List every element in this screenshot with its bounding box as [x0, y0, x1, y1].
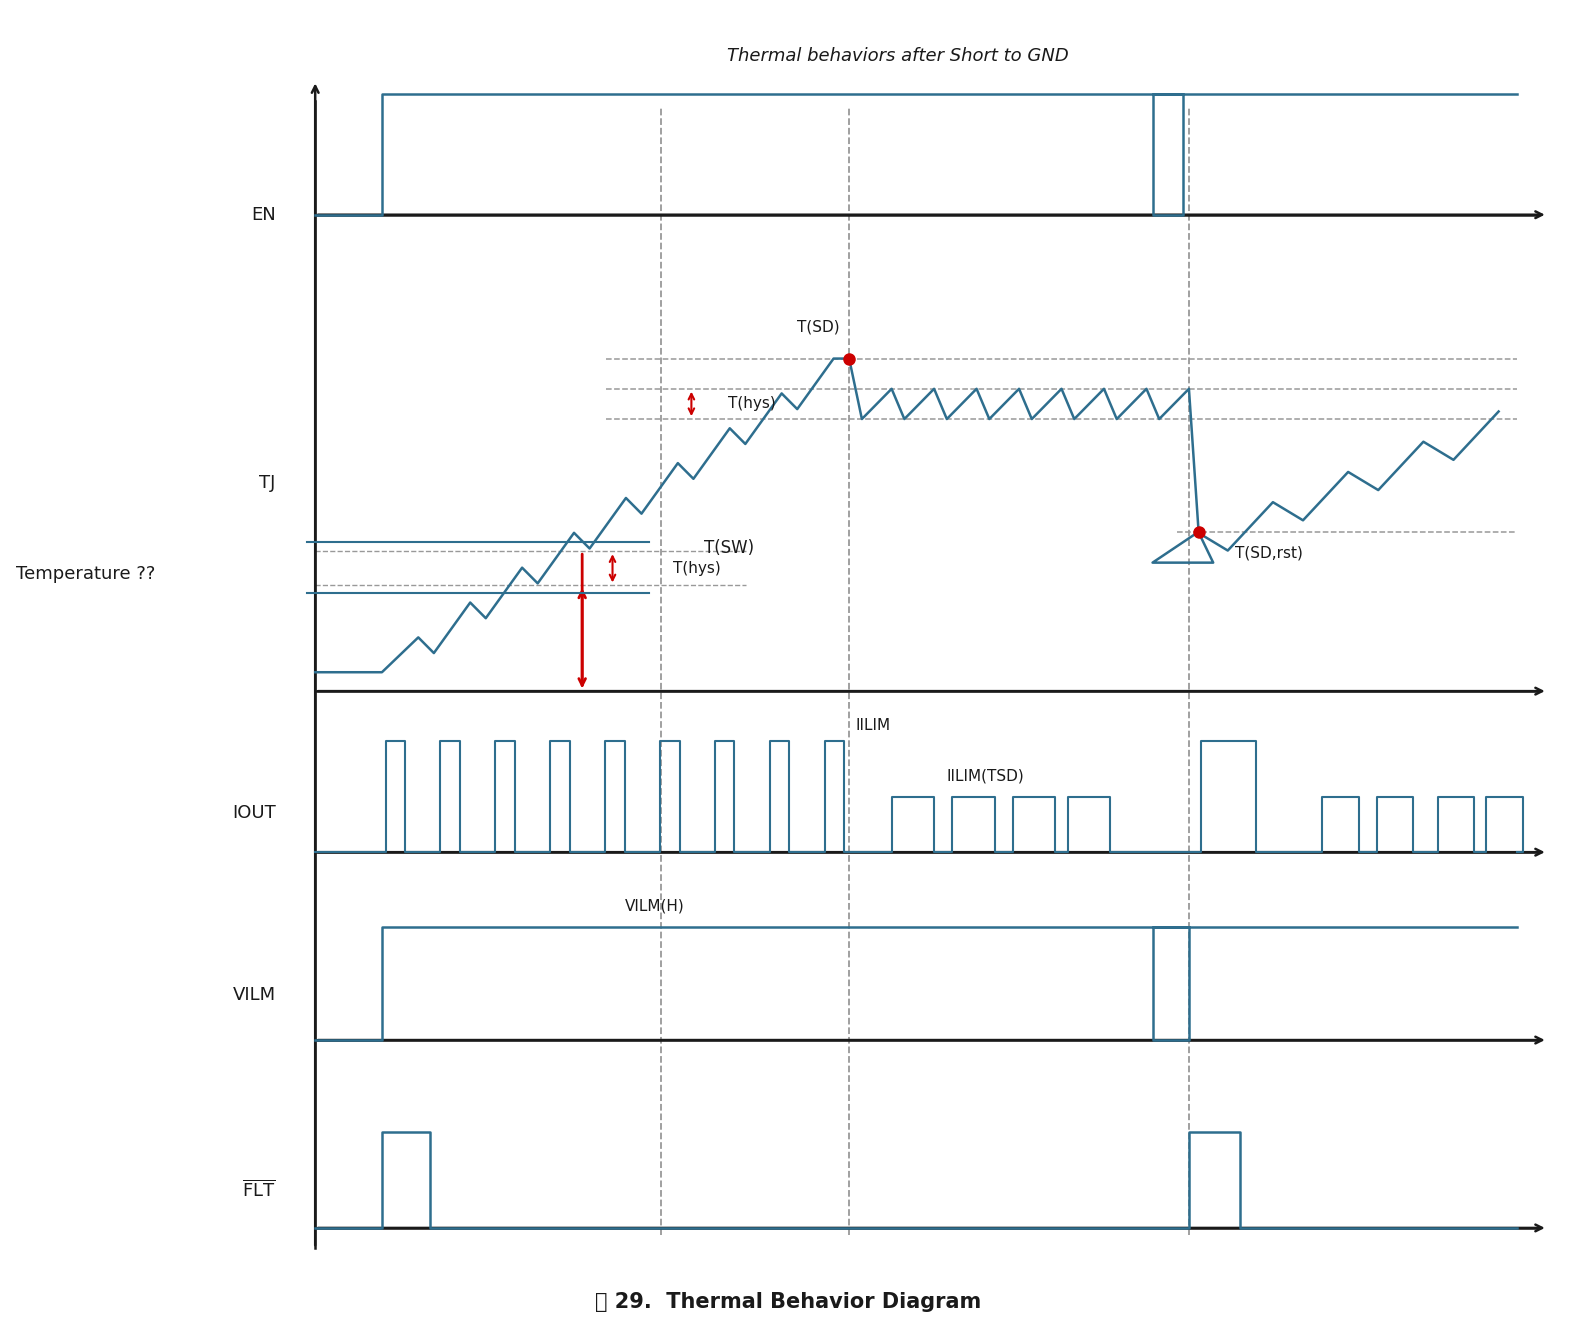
Text: IILIM: IILIM: [856, 718, 890, 733]
Text: EN: EN: [251, 205, 276, 224]
Text: 图 29.  Thermal Behavior Diagram: 图 29. Thermal Behavior Diagram: [594, 1292, 982, 1312]
Text: T(SW): T(SW): [703, 539, 753, 557]
Text: T(SD,rst): T(SD,rst): [1236, 546, 1303, 561]
Text: TJ: TJ: [260, 474, 276, 493]
Text: T(hys): T(hys): [728, 396, 775, 412]
Text: VILM: VILM: [233, 985, 276, 1004]
Text: $\overline{\rm FLT}$: $\overline{\rm FLT}$: [243, 1180, 276, 1200]
Text: IOUT: IOUT: [232, 804, 276, 823]
Text: T(SD): T(SD): [797, 319, 840, 334]
Text: IILIM(TSD): IILIM(TSD): [946, 769, 1024, 784]
Text: Thermal behaviors after Short to GND: Thermal behaviors after Short to GND: [728, 47, 1069, 64]
Text: T(hys): T(hys): [673, 561, 720, 576]
Text: VILM(H): VILM(H): [626, 898, 686, 913]
Text: Temperature ??: Temperature ??: [16, 565, 154, 582]
